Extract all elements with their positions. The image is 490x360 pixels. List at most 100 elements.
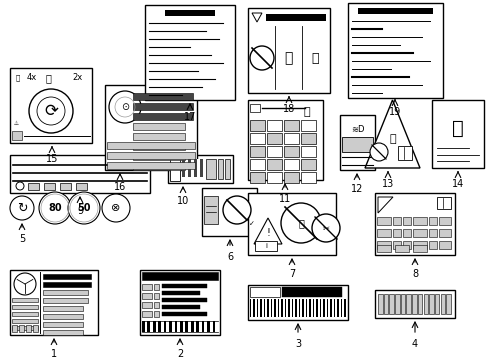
Bar	[377, 245, 391, 252]
Bar	[43, 290, 88, 295]
Bar	[10, 270, 98, 335]
Bar	[12, 326, 38, 330]
Bar	[320, 299, 321, 317]
Bar	[154, 311, 159, 317]
Bar	[395, 245, 409, 252]
Bar	[133, 163, 185, 170]
Bar	[287, 299, 288, 317]
Text: i: i	[265, 243, 267, 249]
Bar	[204, 321, 207, 332]
Circle shape	[10, 196, 34, 220]
Bar	[340, 115, 375, 170]
Bar	[194, 159, 196, 177]
Text: ≋D: ≋D	[351, 125, 364, 134]
Bar	[76, 183, 87, 190]
Bar	[413, 229, 427, 237]
Bar	[429, 294, 434, 314]
Bar	[10, 68, 92, 143]
Bar	[285, 299, 286, 317]
Bar	[43, 298, 88, 303]
Text: 14: 14	[452, 179, 464, 189]
Bar	[315, 299, 316, 317]
Bar	[133, 133, 185, 140]
Bar	[12, 312, 38, 316]
Bar	[343, 299, 344, 317]
Bar	[294, 299, 295, 317]
Bar	[301, 146, 316, 157]
Bar	[105, 85, 197, 170]
Bar	[250, 104, 260, 112]
Bar	[271, 299, 272, 317]
Bar	[185, 159, 188, 177]
Bar	[264, 299, 266, 317]
Bar	[377, 217, 391, 225]
Text: ✂: ✂	[322, 224, 329, 233]
Text: 50: 50	[77, 203, 91, 213]
Bar	[206, 159, 216, 179]
Bar	[170, 157, 180, 181]
Text: 🔧: 🔧	[284, 51, 292, 65]
Bar	[329, 299, 330, 317]
Bar	[26, 325, 31, 332]
Text: 🚸: 🚸	[389, 134, 396, 144]
Bar	[439, 241, 451, 249]
Circle shape	[39, 192, 71, 224]
Bar	[432, 100, 484, 168]
Bar	[33, 325, 38, 332]
Bar	[390, 294, 394, 314]
Bar	[334, 299, 335, 317]
Bar	[182, 159, 185, 177]
Text: !: !	[266, 228, 270, 238]
Bar	[429, 217, 437, 225]
Text: 11: 11	[279, 194, 291, 204]
Bar	[377, 241, 391, 249]
Bar	[321, 299, 323, 317]
Text: ↻: ↻	[17, 202, 27, 215]
Bar	[437, 197, 451, 209]
Bar	[248, 100, 323, 180]
Bar	[267, 120, 282, 131]
Bar	[185, 321, 188, 332]
Bar	[413, 217, 427, 225]
Bar	[210, 321, 213, 332]
Bar	[439, 217, 451, 225]
Bar	[162, 312, 207, 316]
Text: 13: 13	[382, 179, 394, 189]
Circle shape	[312, 214, 340, 242]
Bar	[403, 241, 411, 249]
Text: ⟳: ⟳	[44, 102, 58, 120]
Bar	[43, 314, 83, 319]
Bar	[295, 299, 297, 317]
Bar	[12, 131, 22, 140]
Bar	[339, 299, 341, 317]
Text: ⚠: ⚠	[14, 121, 19, 126]
Text: 2: 2	[177, 349, 183, 359]
Bar	[423, 294, 428, 314]
Bar	[289, 299, 290, 317]
Bar	[284, 159, 299, 170]
Bar	[60, 183, 71, 190]
Text: ⊗: ⊗	[111, 203, 121, 213]
Bar	[43, 282, 91, 287]
Bar	[403, 217, 411, 225]
Bar	[418, 294, 422, 314]
Bar	[325, 299, 326, 317]
Bar	[250, 287, 280, 297]
Bar	[435, 294, 440, 314]
Bar	[12, 298, 38, 302]
Bar	[43, 274, 91, 279]
Bar	[213, 321, 215, 332]
Bar	[248, 285, 348, 320]
Text: 🔌: 🔌	[311, 51, 319, 64]
Bar	[267, 159, 282, 170]
Bar	[358, 8, 433, 14]
Text: 6: 6	[227, 252, 233, 262]
Bar	[12, 325, 17, 332]
Bar	[413, 245, 427, 252]
Bar	[154, 293, 159, 299]
Text: 🚗: 🚗	[304, 107, 310, 117]
Text: 🧑: 🧑	[452, 118, 464, 138]
Bar	[142, 284, 152, 290]
Bar	[297, 299, 298, 317]
Bar	[327, 299, 328, 317]
